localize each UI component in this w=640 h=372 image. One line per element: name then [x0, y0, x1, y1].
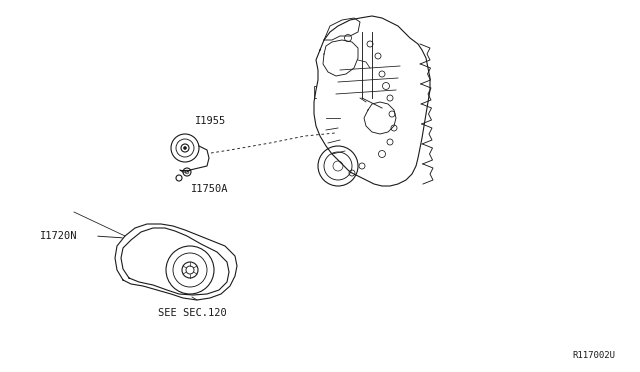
Text: I1720N: I1720N: [40, 231, 77, 241]
Text: SEE SEC.120: SEE SEC.120: [157, 308, 227, 318]
Text: R117002U: R117002U: [572, 351, 615, 360]
Text: I1955: I1955: [195, 116, 227, 126]
Circle shape: [184, 147, 186, 150]
Text: I1750A: I1750A: [191, 184, 228, 194]
